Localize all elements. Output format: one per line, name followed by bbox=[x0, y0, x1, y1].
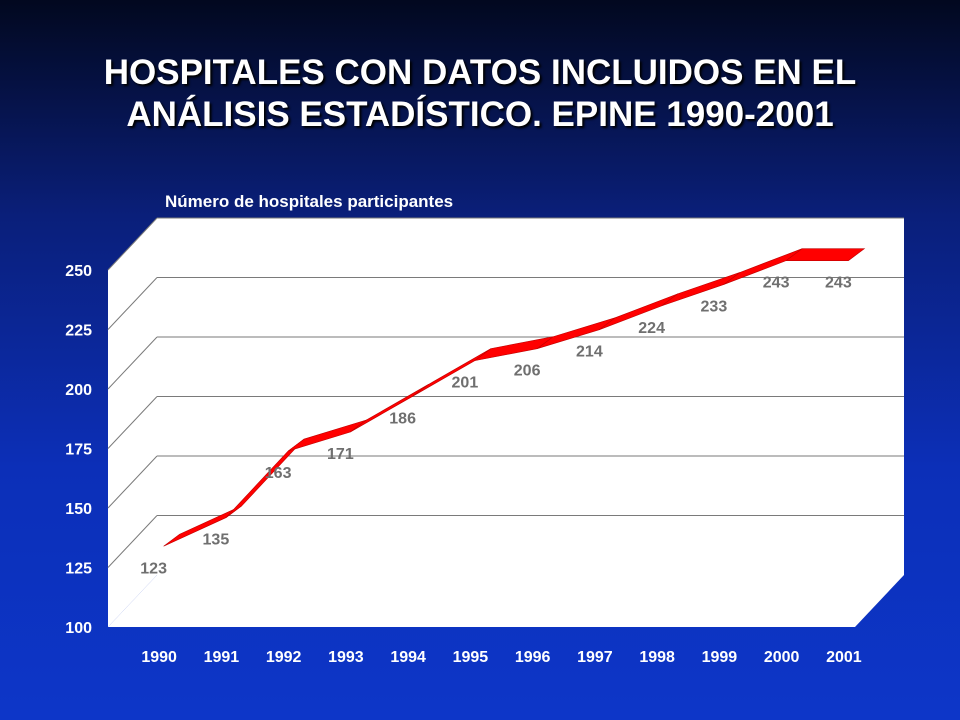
data-label: 233 bbox=[701, 298, 728, 315]
y-tick-label: 225 bbox=[65, 323, 92, 340]
x-tick-label: 1994 bbox=[390, 649, 426, 666]
y-tick-label: 250 bbox=[65, 263, 92, 280]
x-tick-label: 2001 bbox=[826, 649, 862, 666]
data-label: 206 bbox=[514, 363, 541, 380]
x-tick-label: 1993 bbox=[328, 649, 364, 666]
data-label: 186 bbox=[389, 410, 416, 427]
data-label: 214 bbox=[576, 344, 603, 361]
y-tick-label: 200 bbox=[65, 382, 92, 399]
floor bbox=[108, 575, 904, 627]
y-axis: 100 125 150 175 200 225 250 bbox=[65, 263, 92, 637]
x-axis: 1990 1991 1992 1993 1994 1995 1996 1997 1998 1999… bbox=[141, 649, 861, 666]
x-tick-label: 1995 bbox=[453, 649, 489, 666]
y-tick-label: 150 bbox=[65, 501, 92, 518]
x-tick-label: 1992 bbox=[266, 649, 302, 666]
data-label: 163 bbox=[265, 465, 292, 482]
data-label: 243 bbox=[825, 275, 852, 292]
x-tick-label: 1999 bbox=[702, 649, 738, 666]
x-tick-label: 1996 bbox=[515, 649, 551, 666]
data-label: 171 bbox=[327, 446, 354, 463]
data-label: 243 bbox=[763, 275, 790, 292]
data-label: 135 bbox=[203, 532, 230, 549]
y-tick-label: 100 bbox=[65, 620, 92, 637]
x-tick-label: 1990 bbox=[141, 649, 177, 666]
y-tick-label: 125 bbox=[65, 561, 92, 578]
y-tick-label: 175 bbox=[65, 442, 92, 459]
data-label: 123 bbox=[140, 560, 167, 577]
x-tick-label: 1997 bbox=[577, 649, 613, 666]
data-label: 224 bbox=[638, 320, 665, 337]
x-tick-label: 1998 bbox=[639, 649, 675, 666]
x-tick-label: 2000 bbox=[764, 649, 800, 666]
data-label: 201 bbox=[452, 375, 479, 392]
chart-title: Número de hospitales participantes bbox=[165, 192, 453, 211]
x-tick-label: 1991 bbox=[204, 649, 240, 666]
